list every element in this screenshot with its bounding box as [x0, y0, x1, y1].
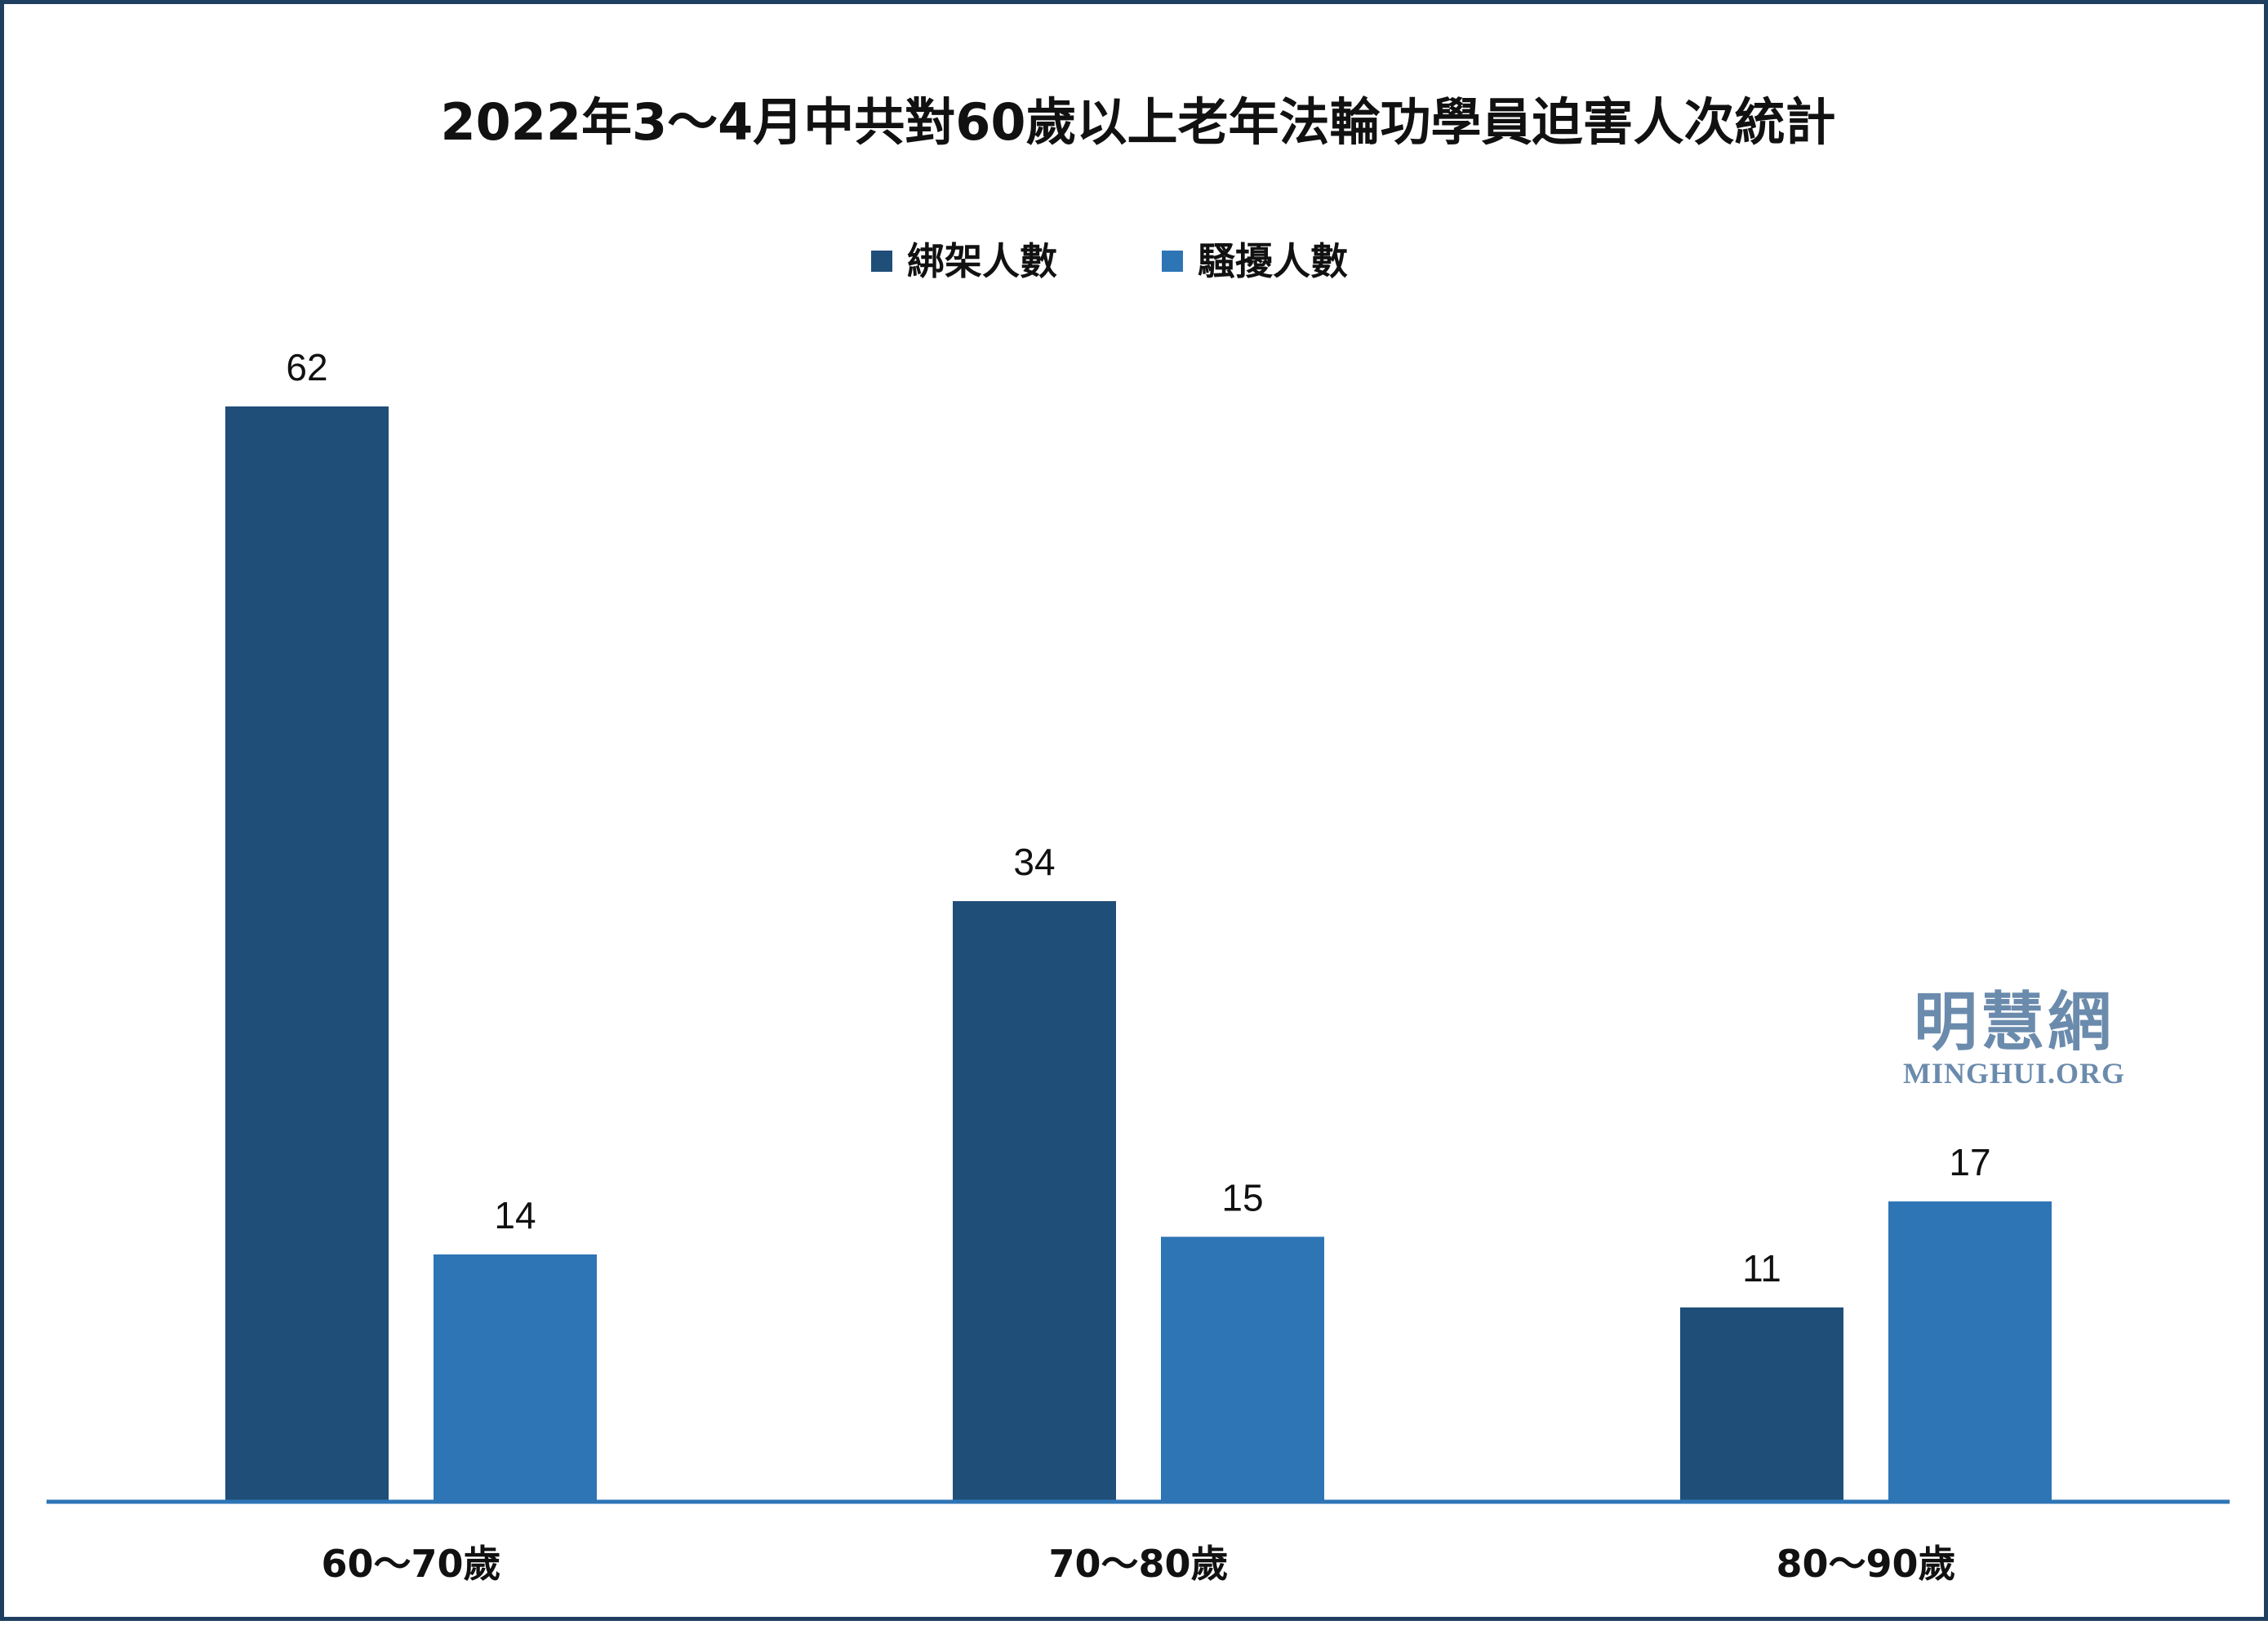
data-labels-group: 62 14 34 15 11 17 — [286, 346, 1990, 1290]
chart-title: 2022年3～4月中共對60歲以上老年法輪功學員迫害人次統計 — [440, 92, 1835, 152]
x-tick-label: 70～80歲 — [1048, 1542, 1228, 1586]
bar-harassment-2 — [1888, 1201, 2052, 1502]
minghui-watermark: 明慧網 MINGHUI.ORG — [1851, 988, 2177, 1090]
data-label: 62 — [286, 346, 327, 388]
bar-harassment-0 — [434, 1254, 597, 1502]
x-tick-label: 60～70歲 — [321, 1542, 500, 1586]
data-label: 11 — [1742, 1247, 1781, 1290]
legend: 綁架人數 騷擾人數 — [871, 239, 1348, 283]
data-label: 14 — [494, 1194, 536, 1237]
data-label: 17 — [1949, 1141, 1990, 1183]
data-label: 34 — [1013, 841, 1055, 883]
bar-abduction-0 — [225, 406, 389, 1502]
legend-swatch — [871, 251, 892, 272]
legend-label: 綁架人數 — [907, 239, 1057, 283]
bar-abduction-1 — [953, 901, 1116, 1502]
data-label: 15 — [1221, 1176, 1263, 1219]
legend-swatch — [1162, 251, 1183, 272]
x-tick-label: 80～90歲 — [1776, 1542, 1955, 1586]
legend-label: 騷擾人數 — [1198, 239, 1348, 283]
category-labels-group: 60～70歲 70～80歲 80～90歲 — [321, 1542, 1955, 1586]
bars-group — [225, 406, 2052, 1502]
watermark-site: MINGHUI.ORG — [1903, 1056, 2125, 1090]
watermark-name: 明慧網 — [1913, 985, 2115, 1059]
bar-chart: 2022年3～4月中共對60歲以上老年法輪功學員迫害人次統計 綁架人數 騷擾人數 … — [47, 92, 2230, 1586]
bar-abduction-2 — [1680, 1307, 1843, 1502]
bar-harassment-1 — [1161, 1237, 1324, 1502]
